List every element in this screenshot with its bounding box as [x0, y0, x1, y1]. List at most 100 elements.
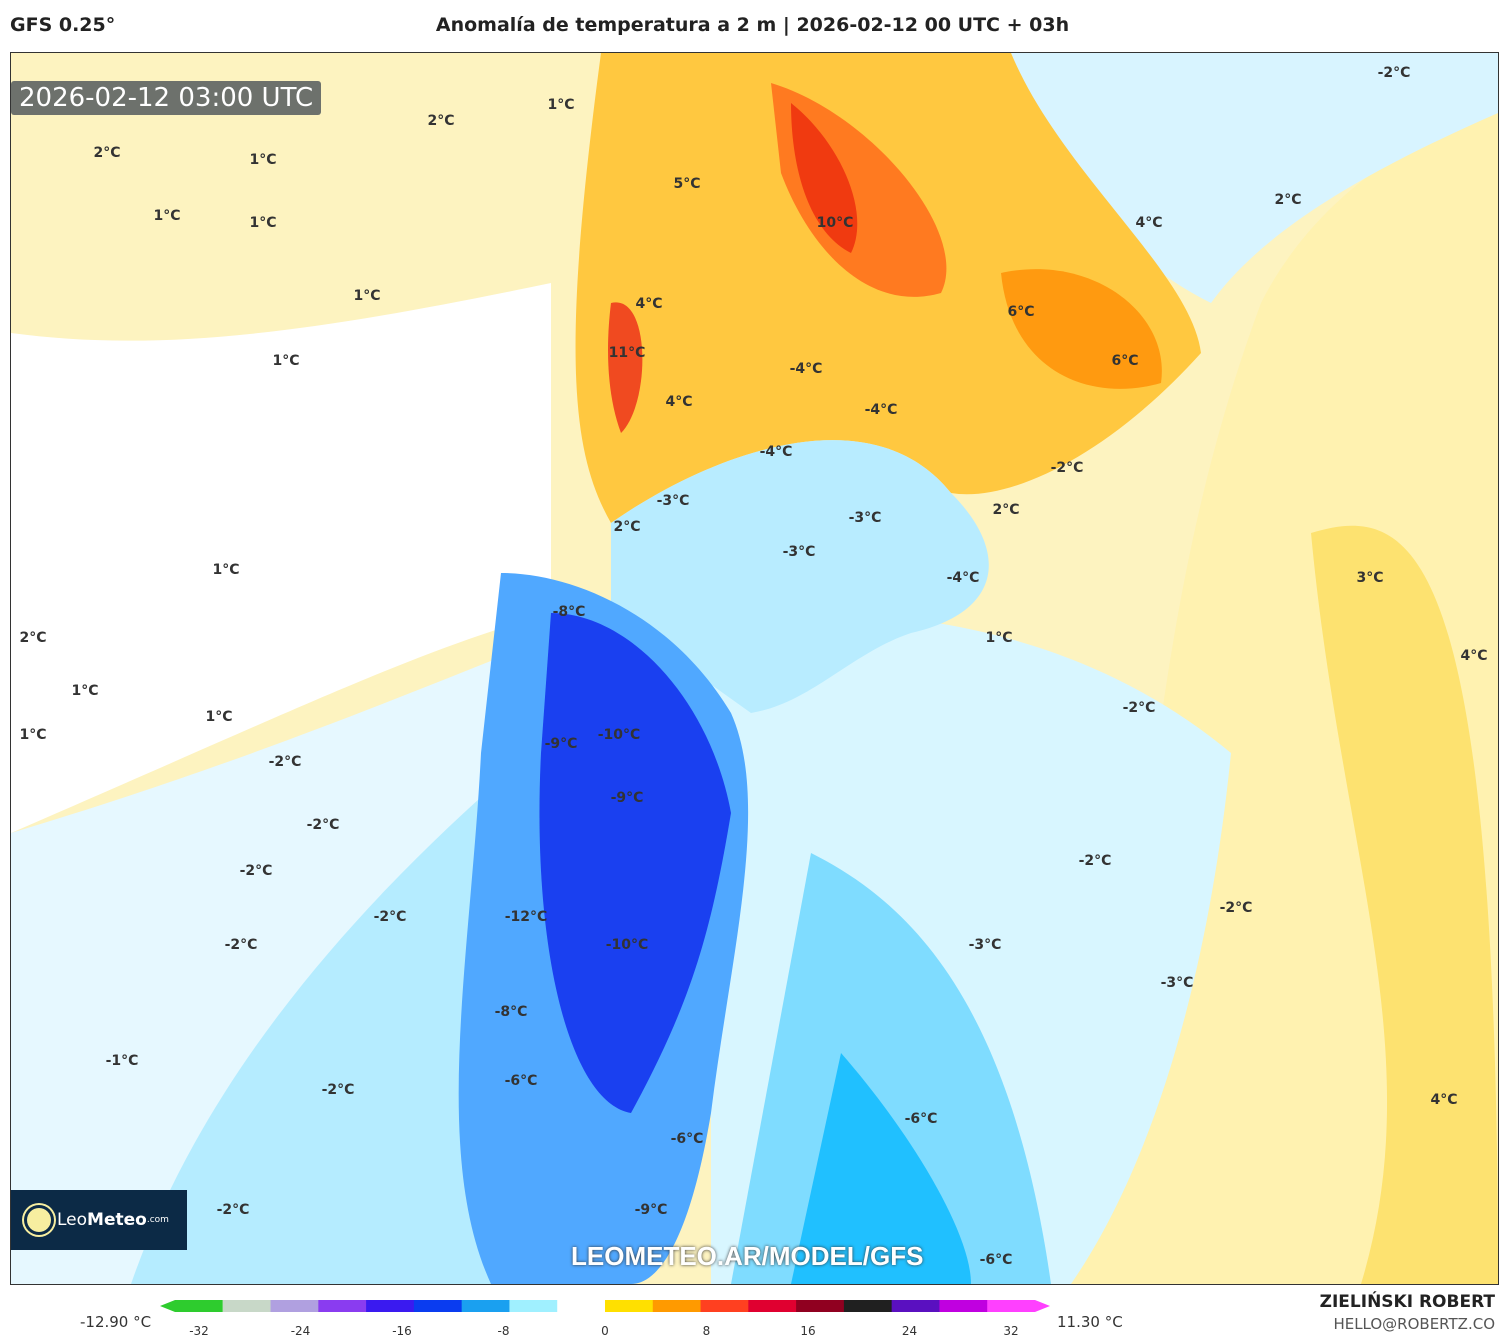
neutral-zone: [11, 283, 551, 833]
colorbar-segment: [796, 1300, 845, 1312]
sun-icon: [27, 1208, 51, 1232]
colorbar-tick-label: 24: [901, 1324, 918, 1338]
map-title: Anomalía de temperatura a 2 m | 2026-02-…: [435, 14, 1070, 36]
contour-label: 4°C: [665, 394, 693, 410]
contour-label: 1°C: [985, 630, 1013, 646]
colorbar-tick-label: -8: [497, 1324, 510, 1338]
contour-label: -2°C: [1377, 65, 1411, 81]
contour-label: 2°C: [19, 630, 47, 646]
contour-label: -2°C: [306, 817, 340, 833]
colorbar-segment: [891, 1300, 940, 1312]
colorbar-tick-label: 32: [1003, 1324, 1019, 1338]
contour-label: -4°C: [789, 361, 823, 377]
colorbar: [160, 1300, 1050, 1312]
colorbar-segment: [160, 1300, 223, 1312]
contour-label: 1°C: [249, 152, 277, 168]
contour-label: 4°C: [1430, 1092, 1458, 1108]
contour-label: -2°C: [1078, 853, 1112, 869]
contour-label: -3°C: [656, 493, 690, 509]
mesopotamia-warm: [1001, 269, 1162, 389]
colorbar-segment: [461, 1300, 510, 1312]
colorbar-tick-label: 8: [702, 1324, 711, 1338]
contour-label: -4°C: [946, 570, 980, 586]
contour-label: 3°C: [1356, 570, 1384, 586]
model-name: GFS 0.25°: [10, 14, 116, 36]
patagonia-coldest: [539, 613, 731, 1113]
colorbar-segment: [366, 1300, 415, 1312]
leometeo-logo[interactable]: Leo Meteo .com: [11, 1190, 187, 1250]
contour-label: 2°C: [93, 145, 121, 161]
chaco-hottest: [791, 103, 858, 253]
contour-label: -10°C: [597, 727, 641, 743]
colorbar-segment: [843, 1300, 893, 1312]
contour-label: 1°C: [153, 208, 181, 224]
contour-label: -3°C: [1160, 975, 1194, 991]
contour-label: -2°C: [239, 863, 273, 879]
shelf-colder: [791, 1053, 971, 1284]
contour-label: -2°C: [1219, 900, 1253, 916]
contour-label: -2°C: [373, 909, 407, 925]
contour-label: 1°C: [547, 97, 575, 113]
pampa-cool: [611, 440, 989, 713]
colorbar-segment: [987, 1300, 1050, 1312]
colorbar-max: 11.30 °C: [1057, 1313, 1123, 1331]
contour-label: -6°C: [670, 1131, 704, 1147]
colorbar-segment: [318, 1300, 367, 1312]
contour-label: -2°C: [321, 1082, 355, 1098]
contour-label: 1°C: [212, 562, 240, 578]
author-name: ZIELIŃSKI ROBERT: [1319, 1292, 1495, 1312]
contour-label: 1°C: [249, 215, 277, 231]
colorbar-tick-label: 0: [601, 1324, 609, 1338]
colorbar-segment: [605, 1300, 654, 1312]
contour-label: -8°C: [552, 604, 586, 620]
author-email: HELLO@ROBERTZ.CO: [1333, 1315, 1495, 1333]
contour-label: 2°C: [1274, 192, 1302, 208]
contour-label: 10°C: [816, 215, 854, 231]
colorbar-tick-label: -16: [392, 1324, 412, 1338]
contour-label: 11°C: [608, 345, 646, 361]
contour-label: -3°C: [848, 510, 882, 526]
contour-label: -12°C: [504, 909, 548, 925]
colorbar-min: -12.90 °C: [80, 1313, 152, 1331]
colorbar-segment: [413, 1300, 463, 1312]
colorbar-segment: [222, 1300, 272, 1312]
colorbar-tick-label: -32: [189, 1324, 209, 1338]
atlantic-warmer: [1311, 525, 1498, 1284]
contour-label: -8°C: [494, 1004, 528, 1020]
contour-label: -3°C: [782, 544, 816, 560]
colorbar-segment: [652, 1300, 702, 1312]
map-field: [11, 53, 1498, 1284]
logo-suffix: .com: [146, 1215, 169, 1225]
colorbar-segment: [748, 1300, 797, 1312]
contour-label: 1°C: [71, 683, 99, 699]
shelf-cool: [731, 853, 1051, 1284]
contour-label: -2°C: [1050, 460, 1084, 476]
valid-time-stamp: 2026-02-12 03:00 UTC: [11, 81, 322, 115]
colorbar-segment: [939, 1300, 988, 1312]
contour-label: -4°C: [759, 444, 793, 460]
contour-label: 1°C: [272, 353, 300, 369]
contour-label: 6°C: [1007, 304, 1035, 320]
colorbar-segment: [509, 1300, 558, 1312]
contour-label: -9°C: [634, 1202, 668, 1218]
contour-label: 2°C: [992, 502, 1020, 518]
contour-label: 2°C: [613, 519, 641, 535]
contour-label: 1°C: [205, 709, 233, 725]
contour-label: -2°C: [216, 1202, 250, 1218]
colorbar-segment: [700, 1300, 749, 1312]
contour-label: 6°C: [1111, 353, 1139, 369]
contour-label: 5°C: [673, 176, 701, 192]
temperature-anomaly-map: 1°C 2°C 2°C 1°C 1°C 1°C 1°C 1°C 1°C 2°C 1°C 1°C 1°C -…: [10, 52, 1499, 1285]
contour-label: -1°C: [105, 1053, 139, 1069]
contour-label: 1°C: [353, 288, 381, 304]
contour-label: -9°C: [544, 736, 578, 752]
contour-label: -2°C: [1122, 700, 1156, 716]
colorbar-segment: [270, 1300, 319, 1312]
contour-label: 4°C: [1460, 648, 1488, 664]
contour-label: -6°C: [979, 1252, 1013, 1268]
contour-label: -2°C: [268, 754, 302, 770]
colorbar-segment: [557, 1300, 606, 1312]
logo-text-bold: Meteo: [87, 1210, 147, 1230]
contour-label: -6°C: [904, 1111, 938, 1127]
contour-label: 1°C: [19, 727, 47, 743]
